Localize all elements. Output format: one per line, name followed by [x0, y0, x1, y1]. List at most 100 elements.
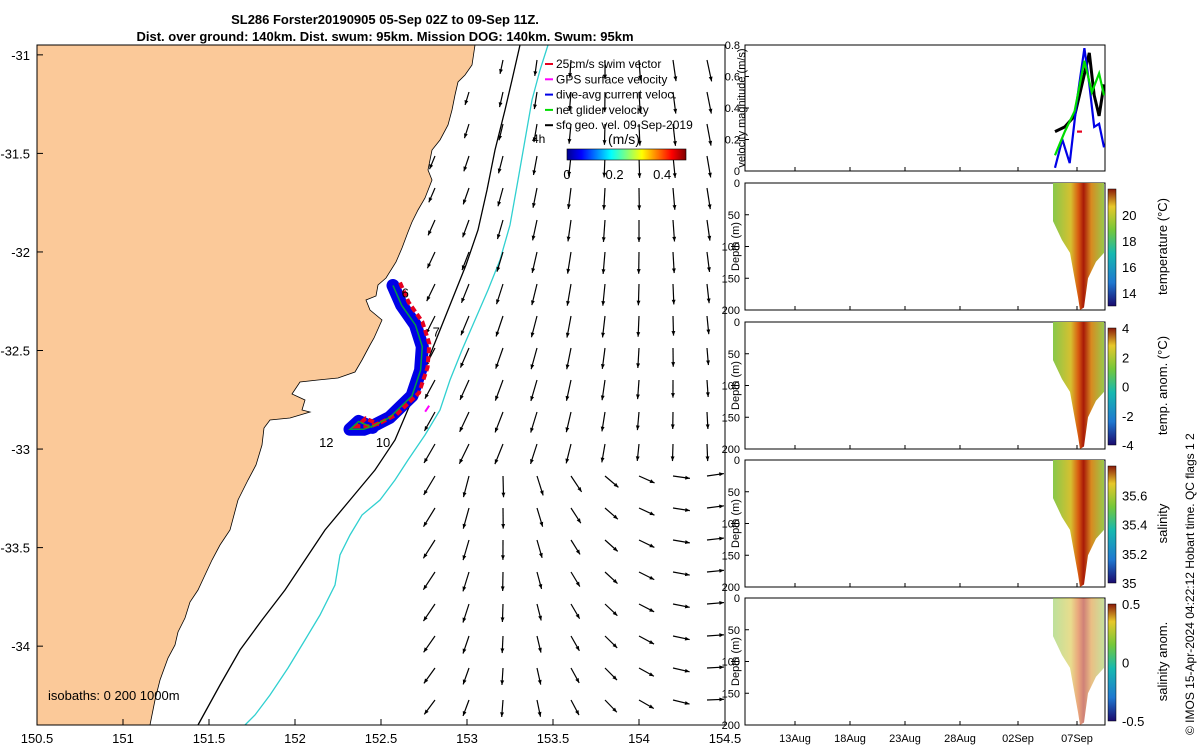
land-coastline	[36, 44, 476, 726]
sfc-velocity-arrowhead	[670, 456, 675, 462]
sfc-velocity-arrowhead	[531, 235, 536, 241]
y-tick-label: -32	[11, 245, 30, 260]
sfc-velocity-arrowhead	[612, 643, 618, 648]
velocity-y-tick-label: 0.8	[725, 40, 740, 52]
sfc-velocity-arrowhead	[424, 709, 429, 715]
sfc-velocity-arrowhead	[500, 555, 505, 560]
sfc-velocity-arrowhead	[638, 108, 642, 114]
sfc-velocity-arrowhead	[500, 617, 505, 623]
sfc-velocity-arrowhead	[612, 546, 618, 552]
date-tick-label: 13Aug	[779, 733, 811, 745]
day-label: 10	[376, 435, 390, 450]
depth-tick-label: 100	[722, 381, 740, 393]
sfc-velocity-arrowhead	[423, 678, 429, 684]
y-tick-label: -32.5	[0, 344, 30, 359]
salinity-heatmap	[1053, 460, 1104, 587]
salinity-anomaly-label: salinity anom.	[1155, 622, 1170, 701]
sfc-velocity-arrowhead	[539, 490, 544, 496]
colorbar-tick-label: 20	[1122, 208, 1136, 223]
depth-tick-label: 0	[734, 317, 740, 329]
depth-tick-label: 100	[722, 242, 740, 254]
sfc-velocity-arrowhead	[635, 456, 640, 461]
sfc-velocity-arrowhead	[566, 268, 571, 274]
sfc-velocity-arrowhead	[423, 521, 428, 527]
velocity-y-tick-label: 0	[734, 166, 740, 178]
swim-vector-track	[351, 281, 432, 429]
sfc-velocity-arrowhead	[423, 553, 428, 559]
depth-tick-label: 50	[728, 349, 740, 361]
sfc-velocity-arrowhead	[496, 299, 500, 305]
sfc-velocity-arrowhead	[684, 540, 690, 544]
x-tick-label: 154.5	[709, 731, 742, 746]
colorbar-tick-label: -4	[1122, 438, 1134, 453]
sfc-velocity-arrowhead	[462, 523, 467, 529]
temp-anomaly-colorbar	[1107, 327, 1117, 446]
net-glider-velocity-track	[348, 285, 424, 431]
sfc-velocity-arrowhead	[566, 236, 571, 242]
sfc-velocity-arrowhead	[533, 71, 538, 76]
velocity-series-line	[1053, 48, 1106, 169]
colorbar-tick-label: 2	[1122, 350, 1129, 365]
depth-tick-label: 200	[722, 305, 740, 317]
sfc-velocity-arrowhead	[565, 395, 570, 401]
velocity-y-tick-label: 0.2	[725, 135, 740, 147]
sfc-velocity-arrowhead	[462, 555, 467, 561]
sfc-velocity-arrowhead	[575, 677, 580, 683]
sfc-velocity-arrowhead	[707, 204, 712, 210]
sfc-velocity-arrowhead	[575, 549, 581, 555]
day-label: 6	[402, 285, 409, 300]
sfc-velocity-arrowhead	[495, 363, 500, 369]
colorbar-tick-label: 35	[1122, 576, 1136, 591]
colorbar-tick-label: 16	[1122, 260, 1136, 275]
sfc-velocity-arrowhead	[673, 141, 677, 146]
sfc-velocity-arrowhead	[496, 234, 501, 240]
colorbar-tick-label: 35.6	[1122, 488, 1147, 503]
sfc-velocity-arrowhead	[636, 300, 641, 306]
sfc-velocity-arrowhead	[530, 364, 535, 370]
sfc-velocity-arrowhead	[719, 568, 724, 573]
sfc-velocity-arrowhead	[459, 426, 464, 432]
sfc-velocity-arrowhead	[464, 133, 468, 139]
sfc-velocity-arrowhead	[575, 613, 580, 619]
sfc-velocity-arrowhead	[602, 140, 607, 145]
x-tick-label: 151	[112, 731, 134, 746]
sfc-velocity-arrowhead	[565, 364, 570, 370]
sfc-velocity-arrowhead	[565, 458, 570, 464]
sfc-velocity-arrowhead	[567, 138, 572, 144]
sfc-velocity-arrowhead	[462, 617, 467, 623]
sfc-velocity-arrowhead	[575, 581, 580, 587]
sfc-velocity-arrowhead	[537, 711, 542, 717]
sfc-velocity-arrowhead	[601, 332, 606, 338]
sfc-velocity-arrowhead	[565, 427, 570, 433]
colorbar-tick-label: -0.5	[1122, 714, 1144, 729]
sfc-velocity-arrowhead	[673, 76, 678, 82]
sfc-velocity-arrowhead	[705, 392, 710, 398]
y-tick-label: -33	[11, 442, 30, 457]
sfc-velocity-arrowhead	[429, 164, 434, 170]
colorbar-tick-label: 18	[1122, 234, 1136, 249]
temp-anomaly-label: temp. anom. (°C)	[1155, 336, 1170, 435]
depth-tick-label: 0	[734, 178, 740, 190]
sfc-velocity-arrowhead	[637, 205, 642, 210]
sfc-velocity-arrowhead	[600, 426, 605, 432]
depth-tick-label: 200	[722, 582, 740, 594]
salinity-anomaly-panel: 0 50 100 150 200 Depth (m) -0.5 0 0.5 salinity an…	[722, 593, 1170, 732]
sfc-velocity-arrowhead	[684, 604, 690, 609]
sfc-velocity-arrowhead	[532, 137, 537, 143]
date-tick-label: 02Sep	[1002, 733, 1034, 745]
sfc-velocity-arrowhead	[576, 518, 581, 524]
sfc-velocity-arrowhead	[602, 205, 606, 210]
depth-tick-label: 200	[722, 720, 740, 732]
depth-tick-label: 150	[722, 273, 740, 285]
sfc-velocity-arrowhead	[708, 140, 713, 146]
x-tick-label: 153	[456, 731, 478, 746]
sfc-velocity-arrowhead	[635, 425, 640, 431]
sfc-velocity-arrowhead	[537, 679, 542, 685]
sfc-velocity-arrowhead	[672, 236, 677, 242]
sfc-velocity-arrowhead	[537, 647, 542, 653]
sfc-velocity-arrowhead	[500, 712, 504, 718]
sfc-velocity-arrowhead	[428, 230, 432, 236]
depth-tick-label: 100	[722, 519, 740, 531]
colorbar-tick-label: -2	[1122, 409, 1134, 424]
